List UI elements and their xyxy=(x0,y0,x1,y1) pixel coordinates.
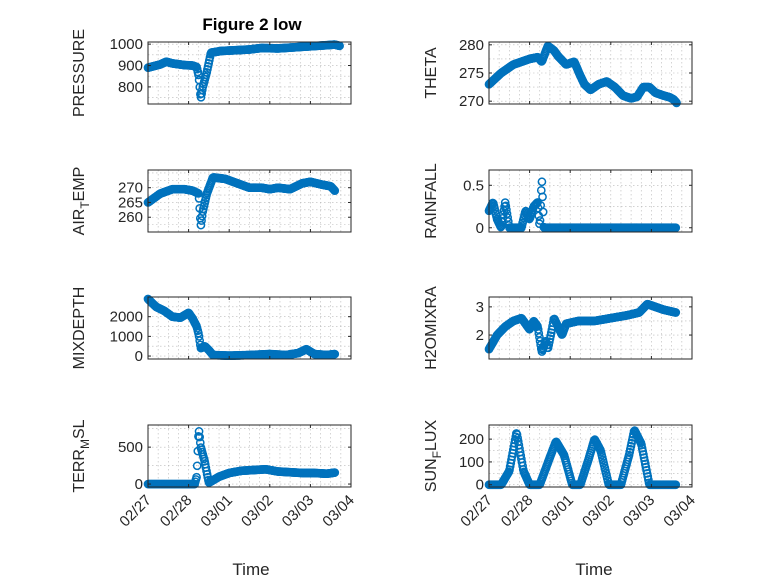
data-point xyxy=(196,220,206,230)
data-point xyxy=(197,216,206,225)
panel-h2omixra: 2 3 H2OMIXRA xyxy=(423,286,693,370)
x-tick-label: 03/02 xyxy=(579,492,618,531)
data-point xyxy=(503,213,513,222)
data-point xyxy=(501,201,511,211)
x-tick-label: 02/28 xyxy=(498,492,537,531)
data-point xyxy=(671,223,681,233)
panel-pressure: 800 900 1000 PRESSURE xyxy=(71,29,352,117)
x-tick-label: 03/04 xyxy=(660,492,699,531)
data-point xyxy=(192,472,201,482)
axes-box xyxy=(488,296,693,360)
data-point xyxy=(538,192,547,202)
panel-rainfall: 0 0.5 RAINFALL xyxy=(423,163,693,239)
data-point xyxy=(330,349,340,359)
data-point xyxy=(672,98,681,108)
y-tick-label: 0.5 xyxy=(463,177,484,194)
data-point xyxy=(534,329,544,338)
data-point xyxy=(671,308,681,317)
x-tick-label: 03/01 xyxy=(538,492,577,531)
data-point xyxy=(330,468,340,477)
plot-area xyxy=(148,297,351,359)
x-tick-label: 02/28 xyxy=(157,492,196,531)
x-axis-label-left: Time xyxy=(232,560,269,579)
y-tick-label: 270 xyxy=(118,180,143,197)
data-point xyxy=(535,216,545,225)
y-tick-label: 0 xyxy=(135,348,143,365)
y-tick-label: 1000 xyxy=(110,36,143,53)
panel-theta: 270 275 280 THETA xyxy=(423,37,693,110)
y-axis-label: RAINFALL xyxy=(423,163,440,239)
data-point xyxy=(671,480,681,490)
y-tick-label: 100 xyxy=(459,454,484,471)
y-tick-label: 3 xyxy=(476,299,484,316)
y-tick-label: 260 xyxy=(118,209,143,226)
y-axis-label: TERRMSL xyxy=(71,419,92,492)
data-point xyxy=(535,332,544,342)
data-point xyxy=(194,332,204,341)
y-axis-label: PRESSURE xyxy=(71,29,88,117)
x-tick-label: 03/02 xyxy=(238,492,277,531)
panel-mixdepth: 0 1000 2000 MIXDEPTH xyxy=(71,287,352,370)
x-tick-label: 03/01 xyxy=(197,492,236,531)
data-point xyxy=(502,205,511,215)
data-point xyxy=(533,325,543,334)
y-tick-label: 0 xyxy=(476,220,484,237)
data-point xyxy=(537,177,547,187)
data-point xyxy=(197,85,207,95)
axes-box xyxy=(488,424,693,488)
y-axis-label: SUNFLUX xyxy=(423,420,444,493)
data-point xyxy=(194,427,204,436)
y-tick-label: 800 xyxy=(118,79,143,96)
y-axis-label: AIRTEMP xyxy=(71,167,92,236)
y-tick-label: 0 xyxy=(476,477,484,494)
y-tick-label: 200 xyxy=(459,431,484,448)
x-tick-label: 03/04 xyxy=(319,492,358,531)
axes-box xyxy=(147,424,352,488)
y-tick-label: 500 xyxy=(118,439,143,456)
y-tick-label: 270 xyxy=(459,93,484,110)
y-tick-label: 275 xyxy=(459,65,484,82)
x-tick-label: 02/27 xyxy=(116,492,155,531)
data-point xyxy=(497,217,507,227)
data-point xyxy=(202,466,211,476)
data-point xyxy=(330,186,340,196)
axes-box xyxy=(147,169,352,233)
y-tick-label: 900 xyxy=(118,58,143,75)
data-point xyxy=(195,432,205,442)
x-tick-label: 02/27 xyxy=(457,492,496,531)
y-tick-label: 280 xyxy=(459,37,484,54)
data-point xyxy=(192,461,202,471)
y-tick-label: 2 xyxy=(476,327,484,344)
panel-terr_msl: 0 500 02/27 02/28 03/01 03/02 03/03 03/04 TERRMS… xyxy=(71,419,358,530)
axes-box xyxy=(147,41,352,105)
y-axis-label: MIXDEPTH xyxy=(71,287,88,370)
y-tick-label: 0 xyxy=(135,476,143,493)
figure-title: Figure 2 low xyxy=(202,15,302,34)
x-axis-label-right: Time xyxy=(575,560,612,579)
data-point xyxy=(538,207,548,217)
y-axis-label: THETA xyxy=(423,47,440,99)
y-tick-label: 1000 xyxy=(110,328,143,345)
y-axis-label: H2OMIXRA xyxy=(423,286,440,370)
panel-sun_flux: 0 100 200 02/27 02/28 03/01 03/02 03/03 03/04 SUN… xyxy=(423,420,699,531)
x-tick-label: 03/03 xyxy=(279,492,318,531)
data-point xyxy=(194,189,203,198)
x-tick-label: 03/03 xyxy=(620,492,659,531)
axes-box xyxy=(147,296,352,360)
y-tick-label: 265 xyxy=(118,194,143,211)
y-tick-label: 2000 xyxy=(110,309,143,326)
axes-box xyxy=(488,169,693,233)
data-point xyxy=(502,209,512,218)
